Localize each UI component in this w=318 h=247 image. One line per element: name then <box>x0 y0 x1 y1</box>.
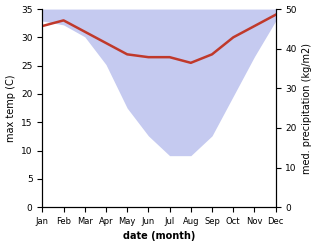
Y-axis label: max temp (C): max temp (C) <box>5 74 16 142</box>
X-axis label: date (month): date (month) <box>123 231 195 242</box>
Y-axis label: med. precipitation (kg/m2): med. precipitation (kg/m2) <box>302 43 313 174</box>
